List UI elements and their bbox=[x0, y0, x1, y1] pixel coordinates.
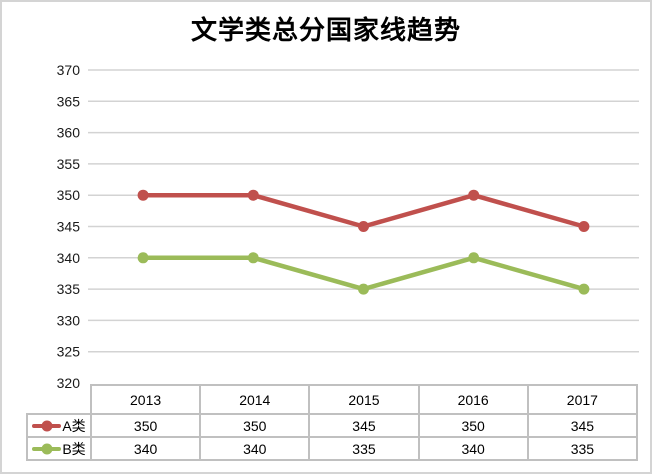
legend-label: B类 bbox=[62, 440, 86, 457]
data-point-A类-2015 bbox=[358, 221, 369, 232]
data-point-A类-2014 bbox=[247, 189, 259, 201]
value-cell: 350 bbox=[417, 413, 529, 438]
value-cell: 340 bbox=[89, 436, 202, 461]
value-cell: 350 bbox=[199, 413, 311, 438]
y-axis-label: 335 bbox=[57, 281, 81, 297]
year-header-cell: 2015 bbox=[308, 384, 420, 415]
value-cell: 340 bbox=[417, 436, 529, 461]
legend-label: A类 bbox=[62, 417, 86, 434]
data-point-B类-2017 bbox=[578, 283, 590, 295]
data-point-A类-2017 bbox=[578, 221, 590, 232]
data-point-B类-2013 bbox=[137, 252, 149, 264]
value-cell: 335 bbox=[526, 436, 639, 461]
legend-line-marker-icon bbox=[32, 443, 62, 454]
y-axis-label: 365 bbox=[57, 93, 81, 109]
value-cell: 345 bbox=[308, 413, 420, 438]
y-axis-label: 370 bbox=[57, 62, 81, 78]
y-axis-label: 360 bbox=[57, 125, 81, 141]
legend-dot-icon bbox=[41, 420, 53, 431]
year-header-cell: 2016 bbox=[417, 384, 529, 415]
y-axis-label: 330 bbox=[57, 312, 81, 328]
table-row-series-a: A类 350 350 345 350 345 bbox=[26, 413, 639, 438]
legend-cell-b: B类 bbox=[26, 436, 92, 461]
legend-cell-a: A类 bbox=[26, 413, 92, 438]
year-header-cell: 2013 bbox=[89, 384, 202, 415]
y-axis-label: 350 bbox=[57, 187, 81, 203]
value-cell: 335 bbox=[308, 436, 420, 461]
legend-line-marker-icon bbox=[32, 420, 62, 431]
y-axis-label: 355 bbox=[57, 156, 81, 172]
data-point-B类-2016 bbox=[468, 252, 480, 264]
table-row-series-b: B类 340 340 335 340 335 bbox=[26, 436, 639, 461]
data-table: 2013 2014 2015 2016 2017 A类 350 350 345 … bbox=[26, 384, 639, 461]
y-axis-label: 325 bbox=[57, 344, 81, 360]
legend-dot-icon bbox=[41, 443, 53, 454]
value-cell: 340 bbox=[199, 436, 311, 461]
y-axis-label: 320 bbox=[57, 375, 81, 391]
data-point-B类-2014 bbox=[247, 252, 259, 264]
value-cell: 345 bbox=[526, 413, 639, 438]
data-point-A类-2016 bbox=[468, 189, 480, 201]
y-axis-label: 340 bbox=[57, 250, 81, 266]
data-point-A类-2013 bbox=[137, 189, 149, 201]
y-axis-label: 345 bbox=[57, 219, 81, 235]
table-row-years: 2013 2014 2015 2016 2017 bbox=[27, 384, 639, 415]
year-header-cell: 2014 bbox=[199, 384, 311, 415]
data-point-B类-2015 bbox=[358, 283, 369, 295]
table-corner-cell bbox=[27, 385, 91, 414]
year-header-cell: 2017 bbox=[526, 384, 639, 415]
chart-title: 文学类总分国家线趋势 bbox=[190, 16, 461, 45]
value-cell: 350 bbox=[89, 413, 202, 438]
